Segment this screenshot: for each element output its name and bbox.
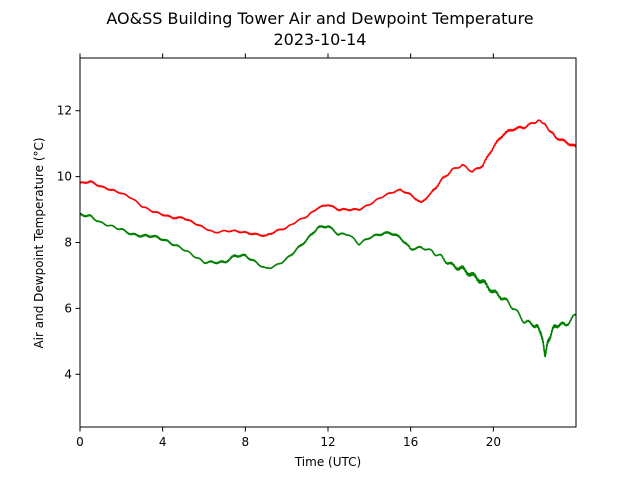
plot-lines (79, 119, 577, 358)
series-line-0 (79, 119, 577, 238)
series-line-1 (79, 212, 577, 358)
x-tick-label-12: 12 (320, 435, 335, 449)
x-tick-label-20: 20 (486, 435, 501, 449)
chart-title: AO&SS Building Tower Air and Dewpoint Te… (106, 9, 533, 28)
y-tick-label-4: 4 (64, 367, 72, 381)
plot-frame (79, 57, 577, 428)
x-tick-label-8: 8 (242, 435, 250, 449)
chart-subtitle: 2023-10-14 (274, 30, 367, 49)
y-tick-label-6: 6 (64, 301, 72, 315)
x-axis-label: Time (UTC) (294, 455, 361, 469)
y-tick-label-12: 12 (57, 104, 72, 118)
y-tick-label-8: 8 (64, 236, 72, 250)
y-tick-label-10: 10 (57, 170, 72, 184)
y-axis-label: Air and Dewpoint Temperature (°C) (32, 137, 46, 348)
x-tick-label-16: 16 (403, 435, 418, 449)
x-tick-label-0: 0 (76, 435, 84, 449)
x-tick-label-4: 4 (159, 435, 167, 449)
axis-ticks: 0 4 8 12 16 20 4 6 8 10 12 (57, 53, 501, 449)
